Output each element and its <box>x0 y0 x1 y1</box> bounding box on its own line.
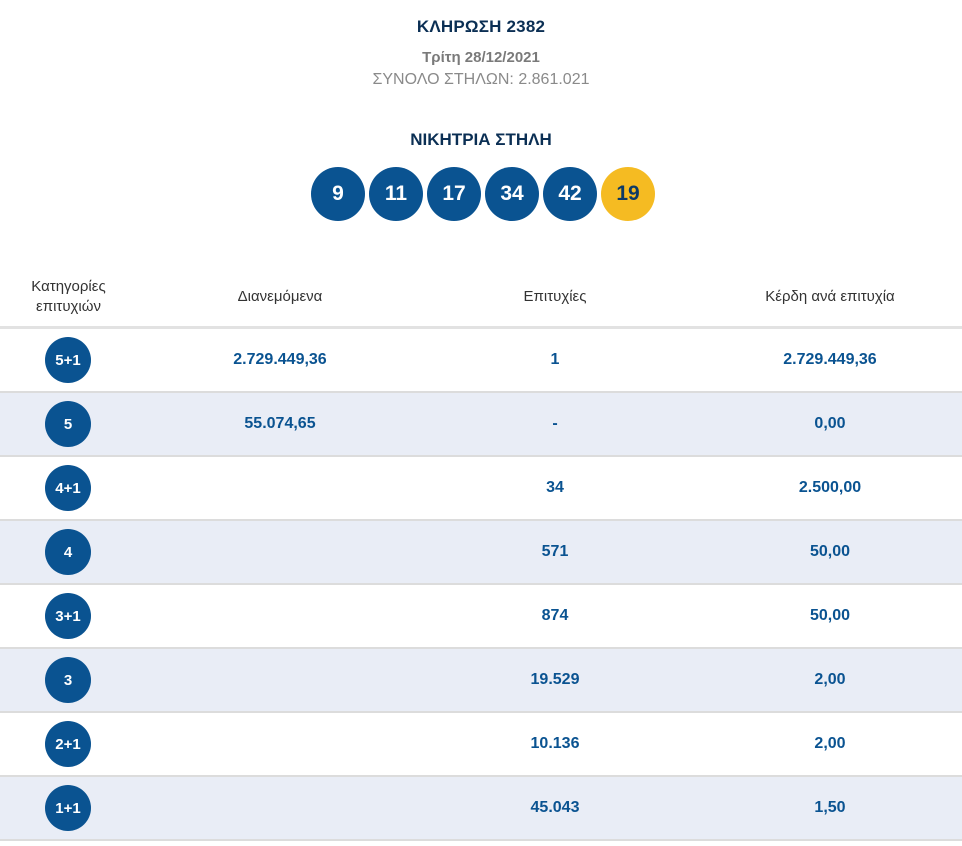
table-row: 2+1 10.136 2,00 <box>0 713 962 777</box>
pool-cell: 2.729.449,36 <box>233 351 327 368</box>
table-row: 3 19.529 2,00 <box>0 649 962 713</box>
header-prize: Κέρδη ανά επιτυχία <box>765 288 895 305</box>
winners-cell: 874 <box>541 607 569 624</box>
header-divider <box>0 326 962 329</box>
category-ball: 3+1 <box>45 593 91 639</box>
winning-number-ball: 17 <box>427 167 481 221</box>
winners-cell: 1 <box>550 351 560 368</box>
prize-cell: 2.729.449,36 <box>783 351 877 368</box>
prize-cell: 50,00 <box>809 607 851 624</box>
prize-cell: 0,00 <box>814 415 846 432</box>
prize-cell: 2.500,00 <box>798 479 862 496</box>
prize-cell: 2,00 <box>814 671 846 688</box>
bonus-number-ball: 19 <box>601 167 655 221</box>
pool-cell <box>180 777 380 839</box>
pool-cell: 55.074,65 <box>244 415 316 432</box>
header-winners: Επιτυχίες <box>523 288 587 305</box>
winning-number-ball: 9 <box>311 167 365 221</box>
winners-cell: 571 <box>541 543 569 560</box>
table-row: 4 571 50,00 <box>0 521 962 585</box>
table-row: 1+1 45.043 1,50 <box>0 777 962 841</box>
winning-numbers: 9 11 17 34 42 19 <box>311 167 655 221</box>
category-ball: 2+1 <box>45 721 91 767</box>
winners-cell: 34 <box>546 479 564 496</box>
category-ball: 4+1 <box>45 465 91 511</box>
pool-cell <box>180 713 380 775</box>
winners-cell: 19.529 <box>530 671 580 688</box>
winning-number-ball: 42 <box>543 167 597 221</box>
pool-cell <box>180 585 380 647</box>
winning-number-ball: 34 <box>485 167 539 221</box>
table-row: 3+1 874 50,00 <box>0 585 962 649</box>
pool-cell <box>180 649 380 711</box>
pool-cell <box>180 457 380 519</box>
table-row: 5 55.074,65 - 0,00 <box>0 393 962 457</box>
table-row: 5+1 2.729.449,36 1 2.729.449,36 <box>0 329 962 393</box>
pool-cell <box>180 521 380 583</box>
header-pool: Διανεμόμενα <box>237 288 323 305</box>
header-category: Κατηγορίες επιτυχιών <box>0 268 137 326</box>
results-table-header: Κατηγορίες επιτυχιών Διανεμόμενα Επιτυχί… <box>0 268 962 326</box>
category-ball: 4 <box>45 529 91 575</box>
category-ball: 1+1 <box>45 785 91 831</box>
prize-cell: 50,00 <box>809 543 851 560</box>
prize-cell: 1,50 <box>814 799 846 816</box>
total-columns: ΣΥΝΟΛΟ ΣΤΗΛΩΝ: 2.861.021 <box>372 71 590 88</box>
winners-cell: 10.136 <box>530 735 580 752</box>
category-ball: 5 <box>45 401 91 447</box>
prize-cell: 2,00 <box>814 735 846 752</box>
category-ball: 3 <box>45 657 91 703</box>
header-category-label: Κατηγορίες επιτυχιών <box>31 278 106 315</box>
draw-title: ΚΛΗΡΩΣΗ 2382 <box>416 17 546 36</box>
results-table-body: 5+1 2.729.449,36 1 2.729.449,36 5 55.074… <box>0 329 962 841</box>
winners-cell: 45.043 <box>530 799 580 816</box>
category-ball: 5+1 <box>45 337 91 383</box>
winning-number-ball: 11 <box>369 167 423 221</box>
table-row: 4+1 34 2.500,00 <box>0 457 962 521</box>
draw-date: Τρίτη 28/12/2021 <box>422 49 540 66</box>
winners-cell: - <box>552 415 558 432</box>
winning-column-title: ΝΙΚΗΤΡΙΑ ΣΤΗΛΗ <box>410 130 552 149</box>
